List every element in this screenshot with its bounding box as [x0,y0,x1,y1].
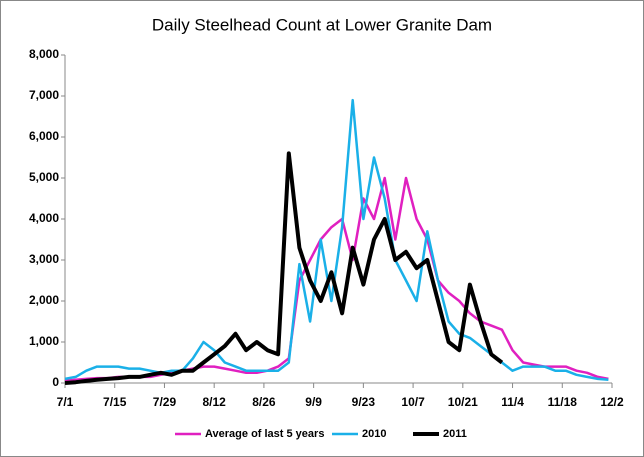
y-tick-label: 6,000 [29,129,59,143]
x-tick-label: 10/7 [401,395,425,409]
series-line [64,176,609,383]
x-tick-label: 7/1 [57,395,74,409]
y-tick-label: 3,000 [29,252,59,266]
x-tick-label: 11/4 [501,395,524,409]
y-tick-label: 8,000 [29,47,59,61]
y-tick-label: 1,000 [29,334,59,348]
x-tick-label: 12/2 [600,395,624,409]
x-tick-label: 7/29 [153,395,177,409]
series-line [64,151,504,385]
y-tick-label: 4,000 [29,211,59,225]
legend-label: Average of last 5 years [205,428,324,440]
legend-label: 2010 [362,428,386,440]
x-tick-label: 10/21 [448,395,478,409]
series-line [64,98,609,381]
y-tick-label: 7,000 [29,88,59,102]
y-tick-label: 2,000 [29,293,59,307]
chart-title: Daily Steelhead Count at Lower Granite D… [152,15,492,34]
x-tick-label: 8/26 [252,395,276,409]
x-tick-label: 7/15 [103,395,127,409]
x-tick-label: 11/18 [548,395,578,409]
x-tick-label: 9/23 [352,395,376,409]
x-tick-label: 8/12 [203,395,227,409]
legend-label: 2011 [443,428,467,440]
legend: Average of last 5 years 2010 2011 [175,428,467,440]
x-tick-label: 9/9 [305,395,322,409]
y-tick-label: 5,000 [29,170,59,184]
y-tick-label: 0 [52,375,59,389]
